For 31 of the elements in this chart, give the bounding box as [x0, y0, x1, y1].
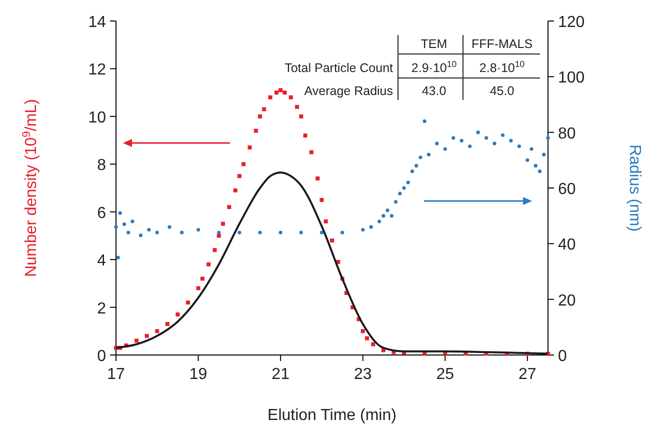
y2-tick-label: 20	[558, 292, 576, 310]
annotation: 2.9·10$^{10}$	[411, 59, 457, 75]
x-axis-title: Elution Time (min)	[268, 407, 396, 424]
annotation: Total Particle Count	[284, 61, 394, 75]
y2-tick-label: 80	[558, 125, 576, 142]
y-tick-label: 8	[97, 157, 106, 174]
y-tick-label: 4	[97, 252, 106, 270]
y2-tick-label: 60	[558, 181, 576, 198]
x-tick-label: 17	[107, 366, 125, 383]
y-tick-label: 0	[97, 348, 106, 365]
y2-tick-label: 0	[558, 348, 567, 365]
annotation: TEM	[420, 37, 448, 51]
annotation: 43.0	[422, 84, 446, 98]
annotation: FFF-MALS	[471, 37, 533, 51]
y-tick-label: 2	[97, 300, 106, 318]
x-tick-label: 23	[354, 366, 372, 383]
x-tick-label: 27	[518, 366, 536, 383]
y-tick-label: 6	[97, 204, 106, 222]
y-tick-label: 14	[88, 14, 106, 31]
y2-tick-label: 40	[558, 236, 576, 254]
y2-tick-label: 120	[558, 14, 585, 31]
y-tick-label: 10	[88, 109, 106, 126]
x-tick-label: 21	[272, 366, 290, 383]
y2-tick-label: 100	[558, 70, 585, 87]
annotation: 45.0	[490, 84, 514, 98]
annotation: 2.8·10$^{10}$	[479, 59, 525, 75]
y-tick-label: 12	[88, 62, 106, 79]
y2-axis-title: Radius (nm)	[626, 144, 643, 232]
x-tick-label: 25	[436, 366, 454, 383]
x-tick-label: 19	[189, 366, 208, 383]
annotation: Average Radius	[304, 84, 393, 98]
